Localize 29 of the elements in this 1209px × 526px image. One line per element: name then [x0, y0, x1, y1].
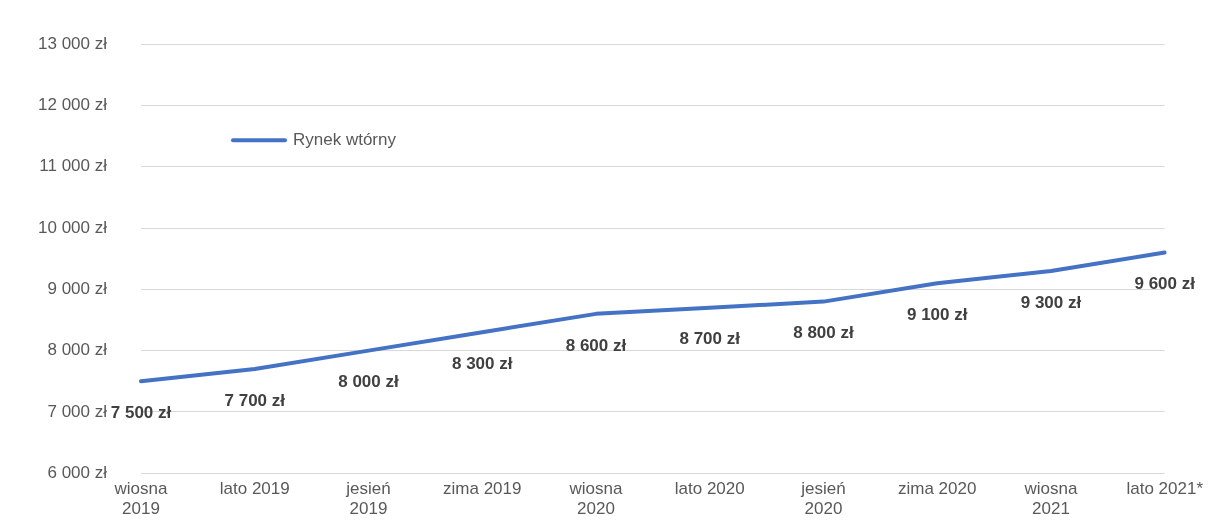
x-tick-label: lato 2019	[219, 479, 290, 499]
y-tick-label: 8 000 zł	[47, 340, 108, 360]
x-tick-label: jesień 2019	[345, 479, 391, 519]
x-tick-label: lato 2021*	[1126, 479, 1204, 499]
x-tick-label: jesień 2020	[800, 479, 846, 519]
data-label: 9 600 zł	[1134, 274, 1196, 294]
y-tick-label: 11 000 zł	[39, 156, 108, 176]
x-tick-label: zima 2019	[443, 479, 522, 499]
data-label: 9 100 zł	[906, 304, 968, 324]
data-label: 7 700 zł	[224, 390, 286, 410]
x-tick-label: lato 2020	[674, 479, 745, 499]
data-label: 8 300 zł	[451, 353, 513, 373]
legend-label: Rynek wtórny	[293, 129, 397, 149]
y-tick-label: 12 000 zł	[38, 95, 108, 115]
y-tick-label: 6 000 zł	[47, 462, 108, 482]
y-tick-label: 7 000 zł	[47, 401, 108, 421]
x-tick-label: wiosna 2019	[113, 479, 168, 519]
x-tick-label: zima 2020	[898, 479, 977, 499]
x-tick-label: wiosna 2020	[568, 479, 623, 519]
data-label: 9 300 zł	[1020, 292, 1082, 312]
data-label: 8 800 zł	[793, 323, 854, 343]
data-label: 8 600 zł	[565, 335, 627, 355]
data-label: 7 500 zł	[110, 402, 172, 422]
y-tick-label: 9 000 zł	[47, 279, 108, 299]
y-tick-label: 10 000 zł	[38, 217, 108, 237]
data-label: 8 000 zł	[338, 372, 399, 392]
y-tick-label: 13 000 zł	[38, 33, 108, 53]
x-tick-label: wiosna 2021	[1023, 479, 1078, 519]
data-label: 8 700 zł	[679, 329, 741, 349]
